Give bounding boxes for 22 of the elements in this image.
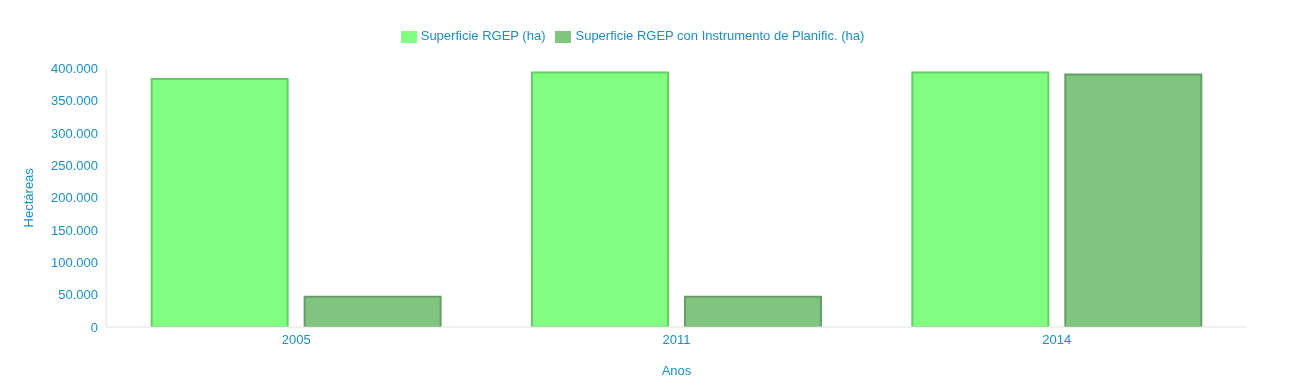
x-tick-label: 2014: [1042, 332, 1072, 348]
legend-label: Superficie RGEP (ha): [420, 28, 546, 43]
bar: [303, 295, 442, 327]
x-tick-label: 2011: [662, 332, 691, 348]
y-tick-label: 0: [90, 319, 98, 335]
y-tick-label: 100.000: [51, 255, 98, 271]
y-tick-label: 300.000: [51, 125, 98, 141]
y-tick-label: 400.000: [51, 61, 98, 77]
y-tick-label: 250.000: [51, 158, 98, 174]
x-axis-title: Anos: [661, 363, 692, 378]
y-tick-label: 50.000: [58, 287, 98, 303]
y-tick-label: 150.000: [51, 222, 98, 238]
bar: [911, 71, 1050, 327]
bar: [683, 295, 822, 327]
y-tick-label: 200.000: [51, 190, 98, 206]
y-tick-label: 350.000: [51, 93, 98, 109]
x-tick-label: 2005: [281, 332, 311, 348]
bar: [150, 77, 289, 327]
y-axis-title: Hectáreas: [20, 167, 36, 228]
legend-label: Superficie RGEP con Instrumento de Planific. (ha): [575, 28, 865, 43]
bar: [530, 71, 669, 327]
bar: [1064, 73, 1203, 327]
